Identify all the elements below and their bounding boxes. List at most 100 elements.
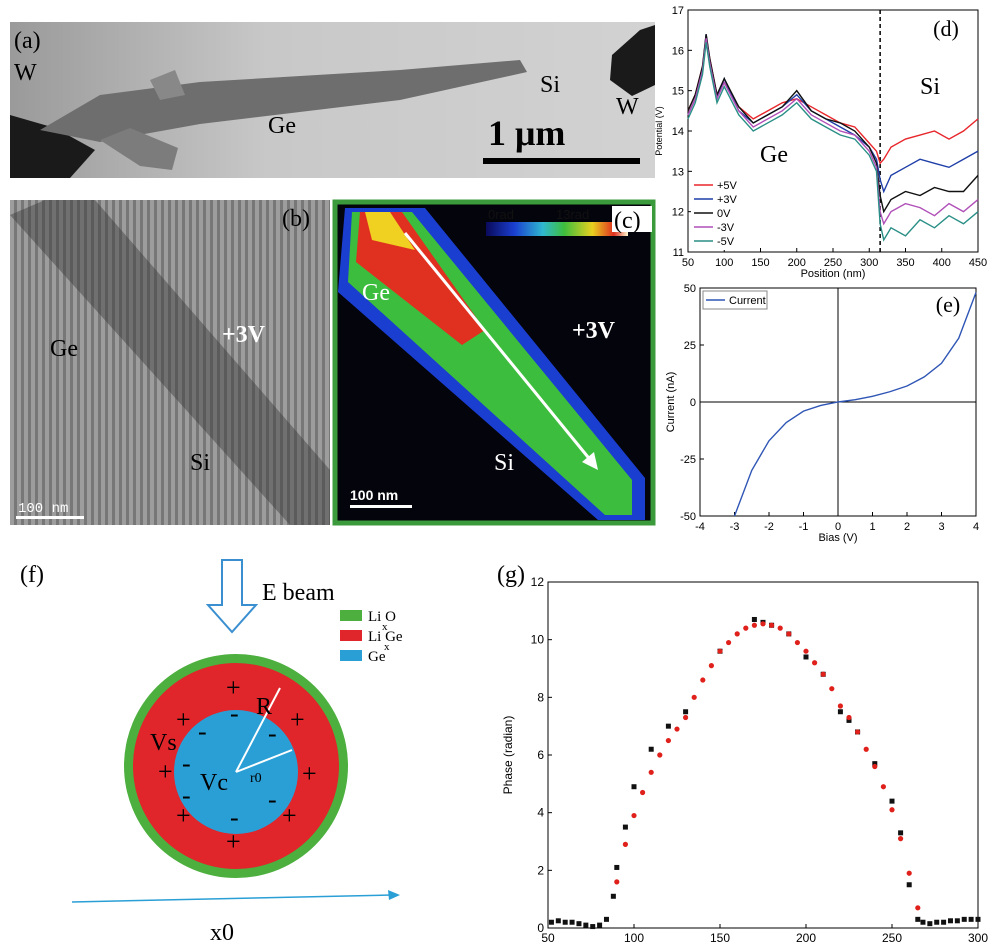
label: Ge (268, 113, 296, 139)
label: +3V (222, 322, 266, 348)
point (623, 825, 628, 830)
point (760, 621, 765, 626)
x-axis-label: Bias (V) (818, 532, 857, 544)
x-tick-label: -1 (799, 521, 809, 533)
point (611, 894, 616, 899)
y-tick-label: 11 (673, 247, 684, 259)
point (948, 918, 953, 923)
y-tick-label: 12 (672, 207, 684, 219)
point (934, 920, 939, 925)
point (726, 640, 731, 645)
page: (a) W Ge Si W 1 μm (b) Ge +3V Si 100 nm … (0, 0, 991, 949)
x-tick-label: 150 (751, 257, 769, 269)
legend-label: +5V (717, 180, 738, 192)
legend-label: 0V (717, 208, 731, 220)
label: R (256, 694, 272, 720)
y-tick-label: 17 (672, 5, 684, 17)
point (623, 842, 628, 847)
plus: + (302, 759, 317, 788)
panel-label: (c) (614, 208, 641, 234)
x-tick-label: -3 (730, 521, 740, 533)
y-tick-label: 14 (672, 126, 684, 138)
point (649, 770, 654, 775)
point (821, 672, 826, 677)
point (769, 623, 774, 628)
legend-label: -5V (717, 236, 735, 248)
y-tick-label: 25 (684, 340, 696, 352)
point (556, 918, 561, 923)
x-tick-label: -2 (764, 521, 774, 533)
y-axis-label: Phase (radian) (501, 716, 515, 795)
legend-sub: x (384, 641, 390, 653)
point (752, 623, 757, 628)
point (631, 813, 636, 818)
point (604, 917, 609, 922)
point (632, 784, 637, 789)
x-tick-label: 1 (869, 521, 875, 533)
point (881, 784, 886, 789)
y-tick-label: 2 (537, 863, 544, 877)
label: Si (190, 450, 210, 476)
x-tick-label: 100 (715, 257, 733, 269)
point (666, 724, 671, 729)
point (683, 715, 688, 720)
panel-label: (d) (933, 16, 959, 41)
point (549, 920, 554, 925)
label: +3V (572, 318, 616, 344)
point (674, 726, 679, 731)
minus: - (230, 803, 239, 832)
point (683, 709, 688, 714)
point (563, 920, 568, 925)
point (570, 920, 575, 925)
point (649, 747, 654, 752)
point (709, 663, 714, 668)
plus: + (226, 673, 241, 702)
colorbar (486, 222, 628, 236)
y-tick-label: 50 (684, 283, 696, 295)
legend-swatch (340, 610, 362, 621)
point (795, 640, 800, 645)
label: W (14, 60, 37, 86)
point (803, 649, 808, 654)
point (872, 764, 877, 769)
point (907, 871, 912, 876)
scale-label: 100 nm (350, 487, 398, 503)
point (898, 836, 903, 841)
point (597, 923, 602, 928)
x-tick-label: 3 (938, 521, 944, 533)
point (969, 917, 974, 922)
point (640, 790, 645, 795)
colorbar-label: 0rad (488, 207, 514, 222)
panel-f: (f) E beam Li O Li Ge Ge x x R Vs Vc r0 … (20, 560, 525, 946)
y-tick-label: 0 (537, 921, 544, 935)
y-tick-label: 12 (531, 575, 545, 589)
point (890, 799, 895, 804)
point (590, 924, 595, 929)
legend-label: +3V (717, 194, 738, 206)
point (752, 617, 757, 622)
point (786, 631, 791, 636)
legend-sub: x (382, 621, 388, 633)
x-tick-label: 350 (896, 257, 914, 269)
arrowhead (388, 890, 400, 900)
point (927, 921, 932, 926)
y-tick-label: -25 (680, 454, 696, 466)
annotation: Ge (760, 142, 788, 168)
x-tick-label: 300 (968, 931, 988, 945)
panel-label: (b) (282, 206, 310, 232)
scale-label: 1 μm (488, 113, 565, 153)
y-axis-label: Potential (V) (654, 106, 664, 156)
x-tick-label: 4 (973, 521, 979, 533)
label: Si (494, 450, 514, 476)
label: x0 (210, 920, 234, 946)
point (717, 649, 722, 654)
point (735, 631, 740, 636)
point (941, 920, 946, 925)
colorbar-label: 13rad (556, 207, 589, 222)
point (898, 830, 903, 835)
point (692, 695, 697, 700)
minus: - (268, 719, 277, 748)
legend-swatch (340, 630, 362, 641)
minus: - (198, 717, 207, 746)
x-tick-label: 250 (882, 931, 902, 945)
